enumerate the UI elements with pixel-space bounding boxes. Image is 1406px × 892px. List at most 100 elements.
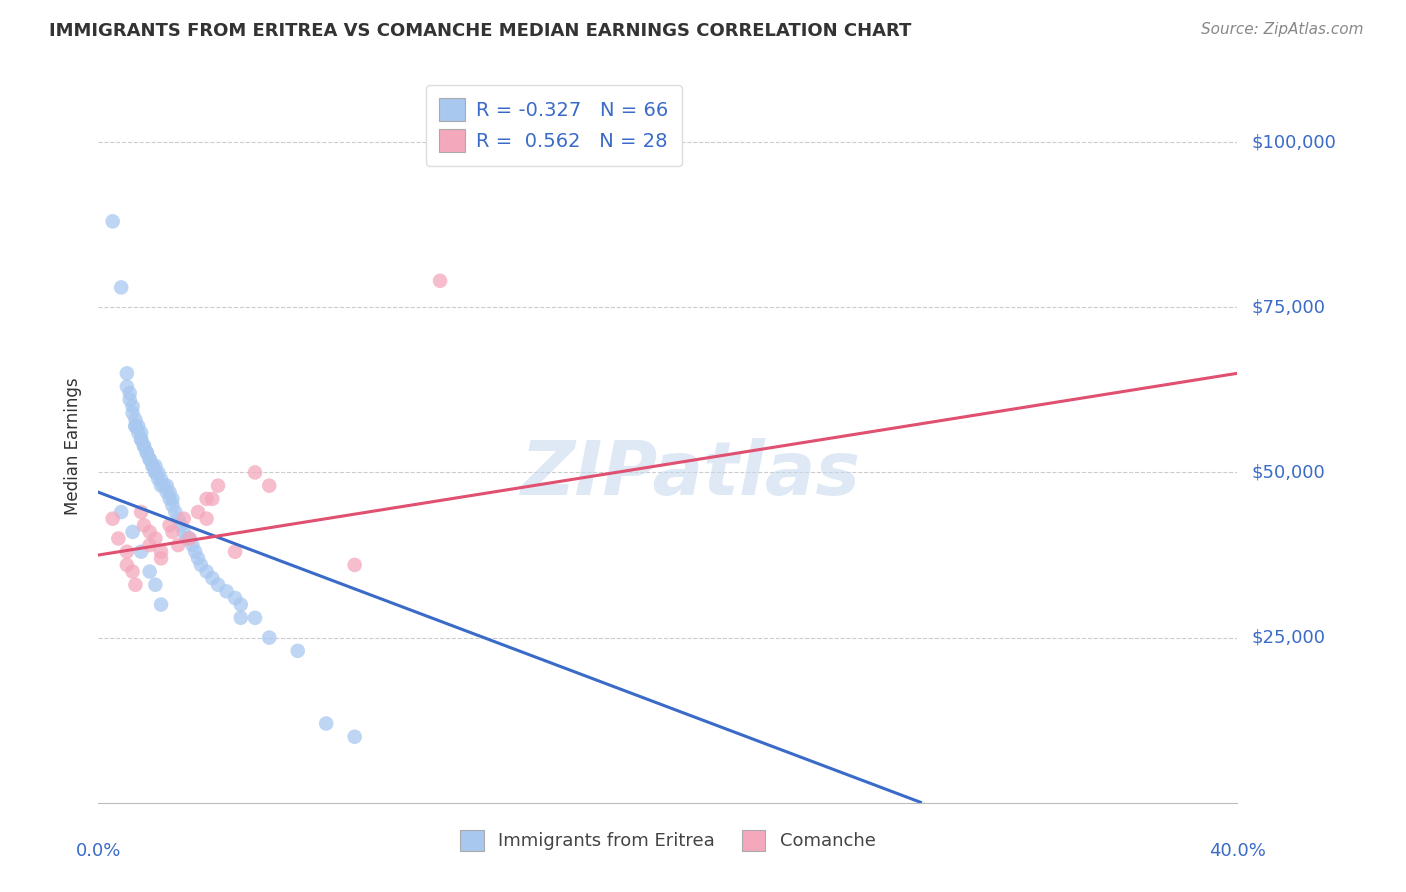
Text: $50,000: $50,000 [1251, 464, 1324, 482]
Point [135, 445, 157, 459]
Point [176, 532, 198, 546]
Point [173, 511, 195, 525]
Point [156, 485, 179, 500]
Text: $25,000: $25,000 [1251, 629, 1326, 647]
Point [150, 472, 173, 486]
Point [127, 419, 149, 434]
Point [135, 445, 157, 459]
Point [129, 433, 152, 447]
Text: ZIPatlas: ZIPatlas [520, 438, 860, 511]
Point [132, 518, 155, 533]
Point [165, 505, 187, 519]
Text: Source: ZipAtlas.com: Source: ZipAtlas.com [1201, 22, 1364, 37]
Point [107, 532, 129, 546]
Point [229, 598, 252, 612]
Point [190, 558, 212, 572]
Point [129, 433, 152, 447]
Point [429, 274, 451, 288]
Point [121, 565, 143, 579]
Point [124, 419, 146, 434]
Point [184, 545, 207, 559]
Point [167, 511, 190, 525]
Point [138, 538, 160, 552]
Point [201, 571, 224, 585]
Point [159, 491, 181, 506]
Text: 40.0%: 40.0% [1209, 842, 1265, 860]
Point [243, 611, 266, 625]
Point [115, 367, 138, 381]
Text: $100,000: $100,000 [1251, 133, 1336, 151]
Point [195, 491, 218, 506]
Point [156, 478, 179, 492]
Point [162, 491, 184, 506]
Point [150, 551, 173, 566]
Point [118, 386, 141, 401]
Point [115, 558, 138, 572]
Point [141, 458, 163, 473]
Point [148, 472, 170, 486]
Point [187, 551, 209, 566]
Point [170, 518, 193, 533]
Point [145, 466, 167, 480]
Point [101, 214, 124, 228]
Point [162, 499, 184, 513]
Point [138, 565, 160, 579]
Point [224, 545, 246, 559]
Point [121, 524, 143, 539]
Point [224, 591, 246, 605]
Point [148, 466, 170, 480]
Point [195, 565, 218, 579]
Point [127, 425, 149, 440]
Point [343, 558, 366, 572]
Point [315, 716, 337, 731]
Point [121, 400, 143, 414]
Point [110, 280, 132, 294]
Point [129, 545, 152, 559]
Point [138, 452, 160, 467]
Point [101, 511, 124, 525]
Point [124, 419, 146, 434]
Point [132, 439, 155, 453]
Point [162, 524, 184, 539]
Legend: Immigrants from Eritrea, Comanche: Immigrants from Eritrea, Comanche [453, 822, 883, 858]
Point [159, 518, 181, 533]
Point [150, 598, 173, 612]
Point [110, 505, 132, 519]
Point [118, 392, 141, 407]
Point [287, 644, 309, 658]
Point [115, 379, 138, 393]
Point [201, 491, 224, 506]
Point [129, 425, 152, 440]
Point [343, 730, 366, 744]
Point [145, 458, 167, 473]
Point [124, 412, 146, 426]
Point [145, 466, 167, 480]
Point [195, 511, 218, 525]
Point [179, 532, 201, 546]
Text: IMMIGRANTS FROM ERITREA VS COMANCHE MEDIAN EARNINGS CORRELATION CHART: IMMIGRANTS FROM ERITREA VS COMANCHE MEDI… [49, 22, 911, 40]
Point [141, 458, 163, 473]
Text: $75,000: $75,000 [1251, 298, 1326, 317]
Point [132, 439, 155, 453]
Text: 0.0%: 0.0% [76, 842, 121, 860]
Point [129, 505, 152, 519]
Point [207, 478, 229, 492]
Point [115, 545, 138, 559]
Point [167, 538, 190, 552]
Point [207, 578, 229, 592]
Point [153, 478, 176, 492]
Point [229, 611, 252, 625]
Point [145, 578, 167, 592]
Point [138, 452, 160, 467]
Point [138, 524, 160, 539]
Point [173, 524, 195, 539]
Point [159, 485, 181, 500]
Point [181, 538, 204, 552]
Y-axis label: Median Earnings: Median Earnings [65, 377, 83, 515]
Point [124, 578, 146, 592]
Point [259, 631, 281, 645]
Point [259, 478, 281, 492]
Point [150, 478, 173, 492]
Point [243, 466, 266, 480]
Point [150, 545, 173, 559]
